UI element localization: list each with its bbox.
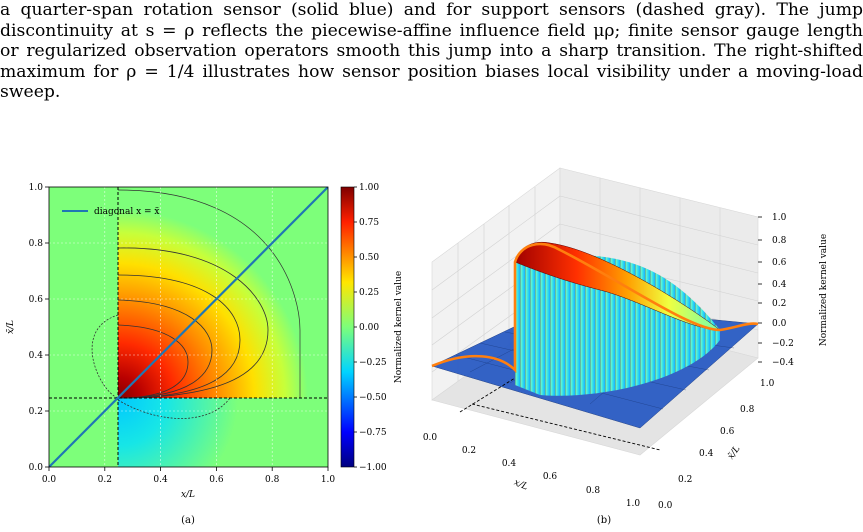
heatmap-x-tick: 0.2	[98, 475, 112, 485]
heatmap-y-tick: 0.2	[29, 407, 43, 417]
heatmap-panel	[49, 187, 328, 467]
caption-line-5: sweep.	[0, 82, 61, 103]
heatmap-y-tick: 0.6	[29, 295, 44, 305]
surface-z-axis	[758, 216, 762, 363]
caption-line-1: a quarter-span rotation sensor (solid bl…	[0, 0, 863, 20]
caption-line-2: discontinuity at s = ρ reflects the piec…	[0, 20, 863, 41]
surface-y-tick: 0.2	[678, 475, 692, 485]
surface-x-tick: 0.6	[543, 472, 558, 482]
edge-curve	[431, 242, 759, 374]
heatmap-x-axis	[48, 467, 329, 471]
heatmap-y-tick: 0.4	[29, 351, 44, 361]
heatmap-x-tick: 0.8	[265, 475, 280, 485]
caption-line-4: maximum for ρ = 1/4 illustrates how sens…	[0, 61, 863, 82]
heatmap-x-label: x/L	[181, 490, 195, 500]
surface-panel	[431, 167, 759, 456]
heatmap-y-tick: 1.0	[29, 183, 44, 193]
sensor-line-floor-2	[459, 377, 516, 413]
subfig-a-label: (a)	[181, 515, 195, 526]
colorbar-label: Normalized kernel value	[394, 271, 404, 383]
heatmap-y-label: x̃/L	[5, 320, 16, 334]
jump-wall	[515, 255, 720, 396]
heatmap-x-tick: 0.0	[42, 475, 57, 485]
surface-z-tick: 0.6	[772, 258, 787, 268]
colorbar	[340, 186, 355, 468]
colorbar-tick: −0.50	[359, 393, 387, 403]
heatmap-x-tick: 1.0	[321, 475, 336, 485]
heatmap-x-tick: 0.4	[153, 475, 168, 485]
surface-z-tick: −0.4	[772, 358, 794, 368]
heatmap-frame	[48, 186, 329, 468]
caption-line-3: or regularized observation operators smo…	[0, 41, 863, 62]
surface-y-tick: 1.0	[760, 379, 775, 389]
legend-label: diagonal x = x̃	[94, 206, 160, 217]
surface-z-tick: 0.8	[772, 236, 787, 246]
contour-lines	[91, 189, 301, 419]
surface-y-tick: 0.4	[699, 449, 714, 459]
heatmap-legend: diagonal x = x̃	[62, 206, 160, 217]
colorbar-tick: 0.50	[359, 253, 379, 263]
heatmap-y-tick: 0.0	[29, 463, 44, 473]
colorbar-tick: 0.00	[359, 323, 379, 333]
surface-z-tick: 0.4	[772, 280, 787, 290]
heatmap-y-tick: 0.8	[29, 239, 44, 249]
heatmap-cool-region	[118, 398, 328, 467]
heatmap-left-region	[49, 187, 118, 467]
surface-x-label: x/L	[512, 478, 529, 493]
surface-y-label: x̃/L	[725, 444, 742, 462]
surface-z-tick: 0.2	[772, 299, 786, 309]
surface-z-tick: 0.0	[772, 319, 787, 329]
colorbar-tick: −0.75	[359, 428, 387, 438]
surface-x-tick: 0.4	[502, 459, 517, 469]
surface-x-tick: 0.0	[423, 433, 438, 443]
heatmap-y-axis	[45, 186, 49, 468]
diagonal-line	[49, 187, 328, 467]
colorbar-ticks	[354, 186, 357, 468]
heatmap-x-tick: 0.6	[209, 475, 224, 485]
surface-y-tick: 0.6	[720, 427, 735, 437]
colorbar-tick: 0.25	[359, 288, 379, 298]
subfig-b-label: (b)	[597, 515, 611, 526]
colorbar-tick: 1.00	[359, 183, 379, 193]
surface-z-label: Normalized kernel value	[819, 234, 829, 346]
surface-y-tick: 0.0	[658, 501, 673, 511]
surface-z-tick: 1.0	[772, 213, 787, 223]
colorbar-tick: −0.25	[359, 358, 387, 368]
surface-y-tick: 0.8	[740, 405, 755, 415]
surface-z-tick: −0.2	[772, 339, 794, 349]
surface-x-tick: 0.8	[586, 486, 601, 496]
sensor-line-floor-1	[471, 403, 661, 451]
colorbar-tick: 0.75	[359, 218, 379, 228]
surface-x-tick: 1.0	[626, 499, 641, 509]
colorbar-tick: −1.00	[359, 463, 387, 473]
figure-caption: a quarter-span rotation sensor (solid bl…	[0, 0, 863, 103]
surface-x-tick: 0.2	[462, 446, 476, 456]
heatmap-grid	[49, 187, 328, 467]
